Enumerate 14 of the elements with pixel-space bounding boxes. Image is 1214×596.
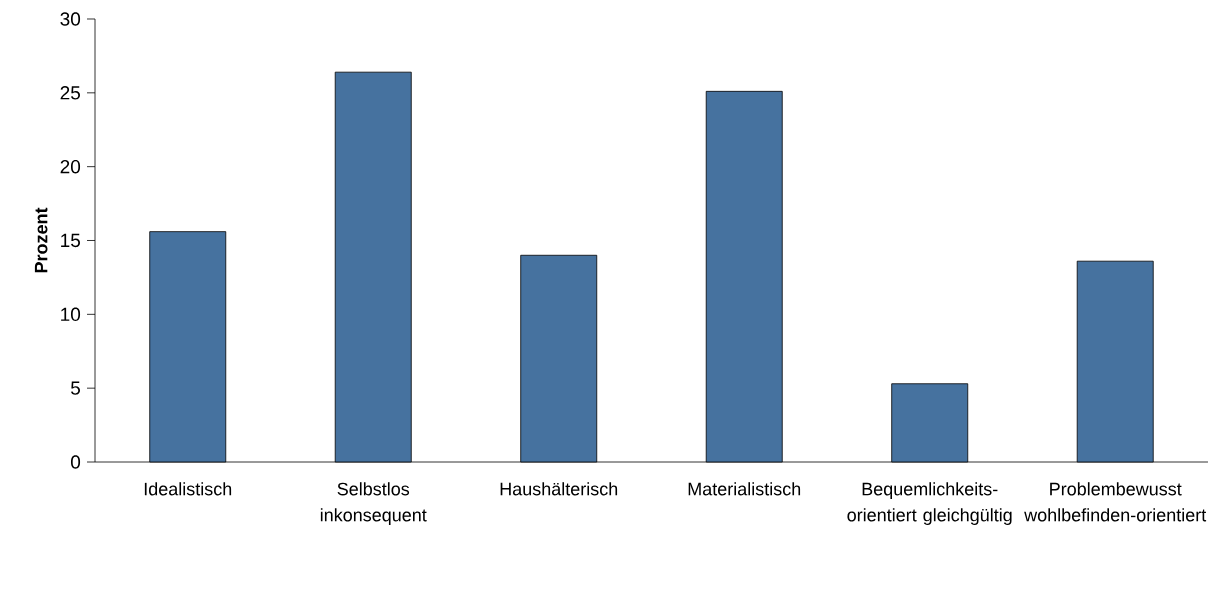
- y-tick-label: 25: [60, 86, 80, 100]
- y-tick-label: 10: [61, 307, 81, 322]
- x-tick-label: Bequemlichkeits-orientiert gleichgültig: [847, 482, 1012, 525]
- x-tick-label: Materialistisch: [688, 482, 801, 496]
- y-tick-label: 0: [70, 455, 81, 469]
- x-tick-label: Problembewusst wohlbefinden-orientiert: [1024, 482, 1207, 522]
- x-tick-label: Idealistisch: [144, 482, 232, 496]
- x-tick-label: Haushälterisch: [500, 482, 618, 496]
- y-tick-label: 5: [71, 381, 80, 395]
- y-tick-label: 20: [60, 159, 81, 174]
- y-tick-label: 15: [61, 233, 80, 248]
- x-tick-label: Selbstlos inkonsequent: [320, 482, 427, 525]
- y-tick-label: 30: [60, 12, 81, 26]
- y-axis-title: Prozent: [34, 207, 48, 273]
